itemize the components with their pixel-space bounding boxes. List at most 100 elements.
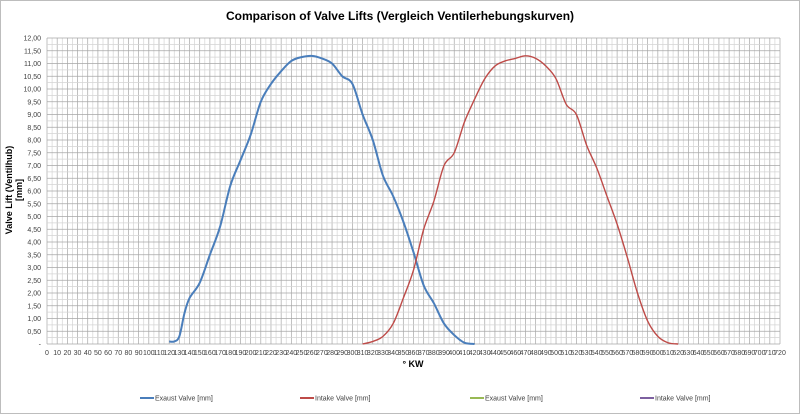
series-line-1 [362,55,679,345]
grid [46,37,781,345]
x-tick-label: 350 [397,350,409,357]
x-tick-label: 490 [540,350,552,357]
x-tick-label: 130 [174,350,186,357]
y-tick-label: 0,50 [27,329,41,336]
y-tick-label: 6,00 [27,189,41,196]
x-tick-label: 190 [235,350,247,357]
y-tick-label: 8,50 [27,125,41,132]
y-axis-label: Valve Lift (Ventilhub) [mm] [4,146,24,235]
x-tick-label: 550 [601,350,613,357]
x-tick-label: 410 [459,350,471,357]
x-tick-label: 650 [703,350,715,357]
y-tick-label: 4,50 [27,227,41,234]
x-tick-label: 300 [347,350,359,357]
x-tick-label: 430 [479,350,491,357]
x-tick-label: 370 [418,350,430,357]
x-tick-label: 150 [194,350,206,357]
x-tick-label: 70 [114,350,122,357]
x-tick-label: 210 [255,350,267,357]
y-tick-label: 11,50 [24,48,41,55]
x-tick-label: 0 [45,350,49,357]
y-axis-label-line-1: Valve Lift (Ventilhub) [4,146,14,235]
x-tick-label: 310 [357,350,369,357]
x-tick-label: 710 [764,350,776,357]
legend-label: Intake Valve [mm] [315,396,371,403]
x-tick-label: 600 [652,350,664,357]
y-tick-label: 10,00 [23,87,41,94]
x-tick-label: 670 [723,350,735,357]
x-tick-label: 280 [326,350,338,357]
x-tick-label: 720 [774,350,786,357]
y-tick-label: 3,50 [27,252,41,259]
y-tick-label: - [39,342,42,349]
y-tick-label: 12,00 [23,36,41,43]
y-tick-label: 1,00 [27,316,41,323]
x-tick-label: 160 [204,350,216,357]
x-tick-label: 170 [214,350,226,357]
x-tick-label: 480 [530,350,542,357]
x-tick-label: 330 [377,350,389,357]
x-tick-label: 460 [509,350,521,357]
x-tick-label: 560 [611,350,623,357]
y-tick-label: 8,00 [27,138,41,145]
x-tick-label: 30 [74,350,82,357]
x-tick-label: 60 [104,350,112,357]
x-tick-label: 100 [143,350,155,357]
x-tick-label: 580 [632,350,644,357]
legend-item[interactable]: Exaust Valve [mm] [140,396,213,403]
x-tick-label: 500 [550,350,562,357]
tick-labels: 0 10 20 30 40 50 60 70 80 90 100110120130140150160… [23,36,785,358]
x-tick-label: 570 [621,350,633,357]
y-axis-label-line-2: [mm] [14,179,24,201]
y-tick-label: 7,00 [27,163,41,170]
y-tick-label: 11,00 [24,61,41,68]
x-tick-label: 250 [296,350,308,357]
x-tick-label: 270 [316,350,328,357]
x-axis-label: ° KW [402,359,424,369]
x-tick-label: 630 [683,350,695,357]
y-tick-label: 5,00 [27,214,41,221]
x-tick-label: 380 [428,350,440,357]
x-tick-label: 690 [744,350,756,357]
legend-item[interactable]: Intake Valve [mm] [300,396,371,403]
x-tick-label: 510 [560,350,572,357]
x-tick-label: 80 [125,350,133,357]
x-tick-label: 440 [489,350,501,357]
x-tick-label: 590 [642,350,654,357]
x-tick-label: 320 [367,350,379,357]
x-tick-label: 680 [733,350,745,357]
legend-item[interactable]: Intake Valve [mm] [640,396,711,403]
x-tick-label: 10 [53,350,61,357]
x-tick-label: 420 [469,350,481,357]
x-tick-label: 360 [408,350,420,357]
series-line-0 [169,54,475,345]
legend-label: Exaust Valve [mm] [485,396,543,403]
x-tick-label: 700 [754,350,766,357]
y-tick-label: 9,50 [27,99,41,106]
x-tick-label: 200 [245,350,257,357]
x-tick-label: 50 [94,350,102,357]
x-tick-label: 140 [184,350,196,357]
x-tick-label: 90 [135,350,143,357]
x-tick-label: 530 [581,350,593,357]
y-tick-label: 2,50 [27,278,41,285]
y-tick-label: 2,00 [27,291,41,298]
x-tick-label: 620 [672,350,684,357]
x-tick-label: 340 [387,350,399,357]
legend[interactable]: Exaust Valve [mm] Intake Valve [mm] Exaust… [140,396,711,403]
y-tick-label: 1,50 [27,303,41,310]
chart-title: Comparison of Valve Lifts (Vergleich Ven… [226,9,574,23]
y-tick-label: 7,50 [27,150,41,157]
x-tick-label: 220 [265,350,277,357]
y-tick-label: 9,00 [27,112,41,119]
x-tick-label: 110 [153,350,164,357]
x-tick-label: 120 [163,350,175,357]
x-tick-label: 450 [499,350,511,357]
y-tick-label: 6,50 [27,176,41,183]
x-tick-label: 290 [336,350,348,357]
series-lines [169,54,679,345]
x-tick-label: 20 [63,350,71,357]
x-tick-label: 180 [224,350,236,357]
legend-item[interactable]: Exaust Valve [mm] [470,396,543,403]
